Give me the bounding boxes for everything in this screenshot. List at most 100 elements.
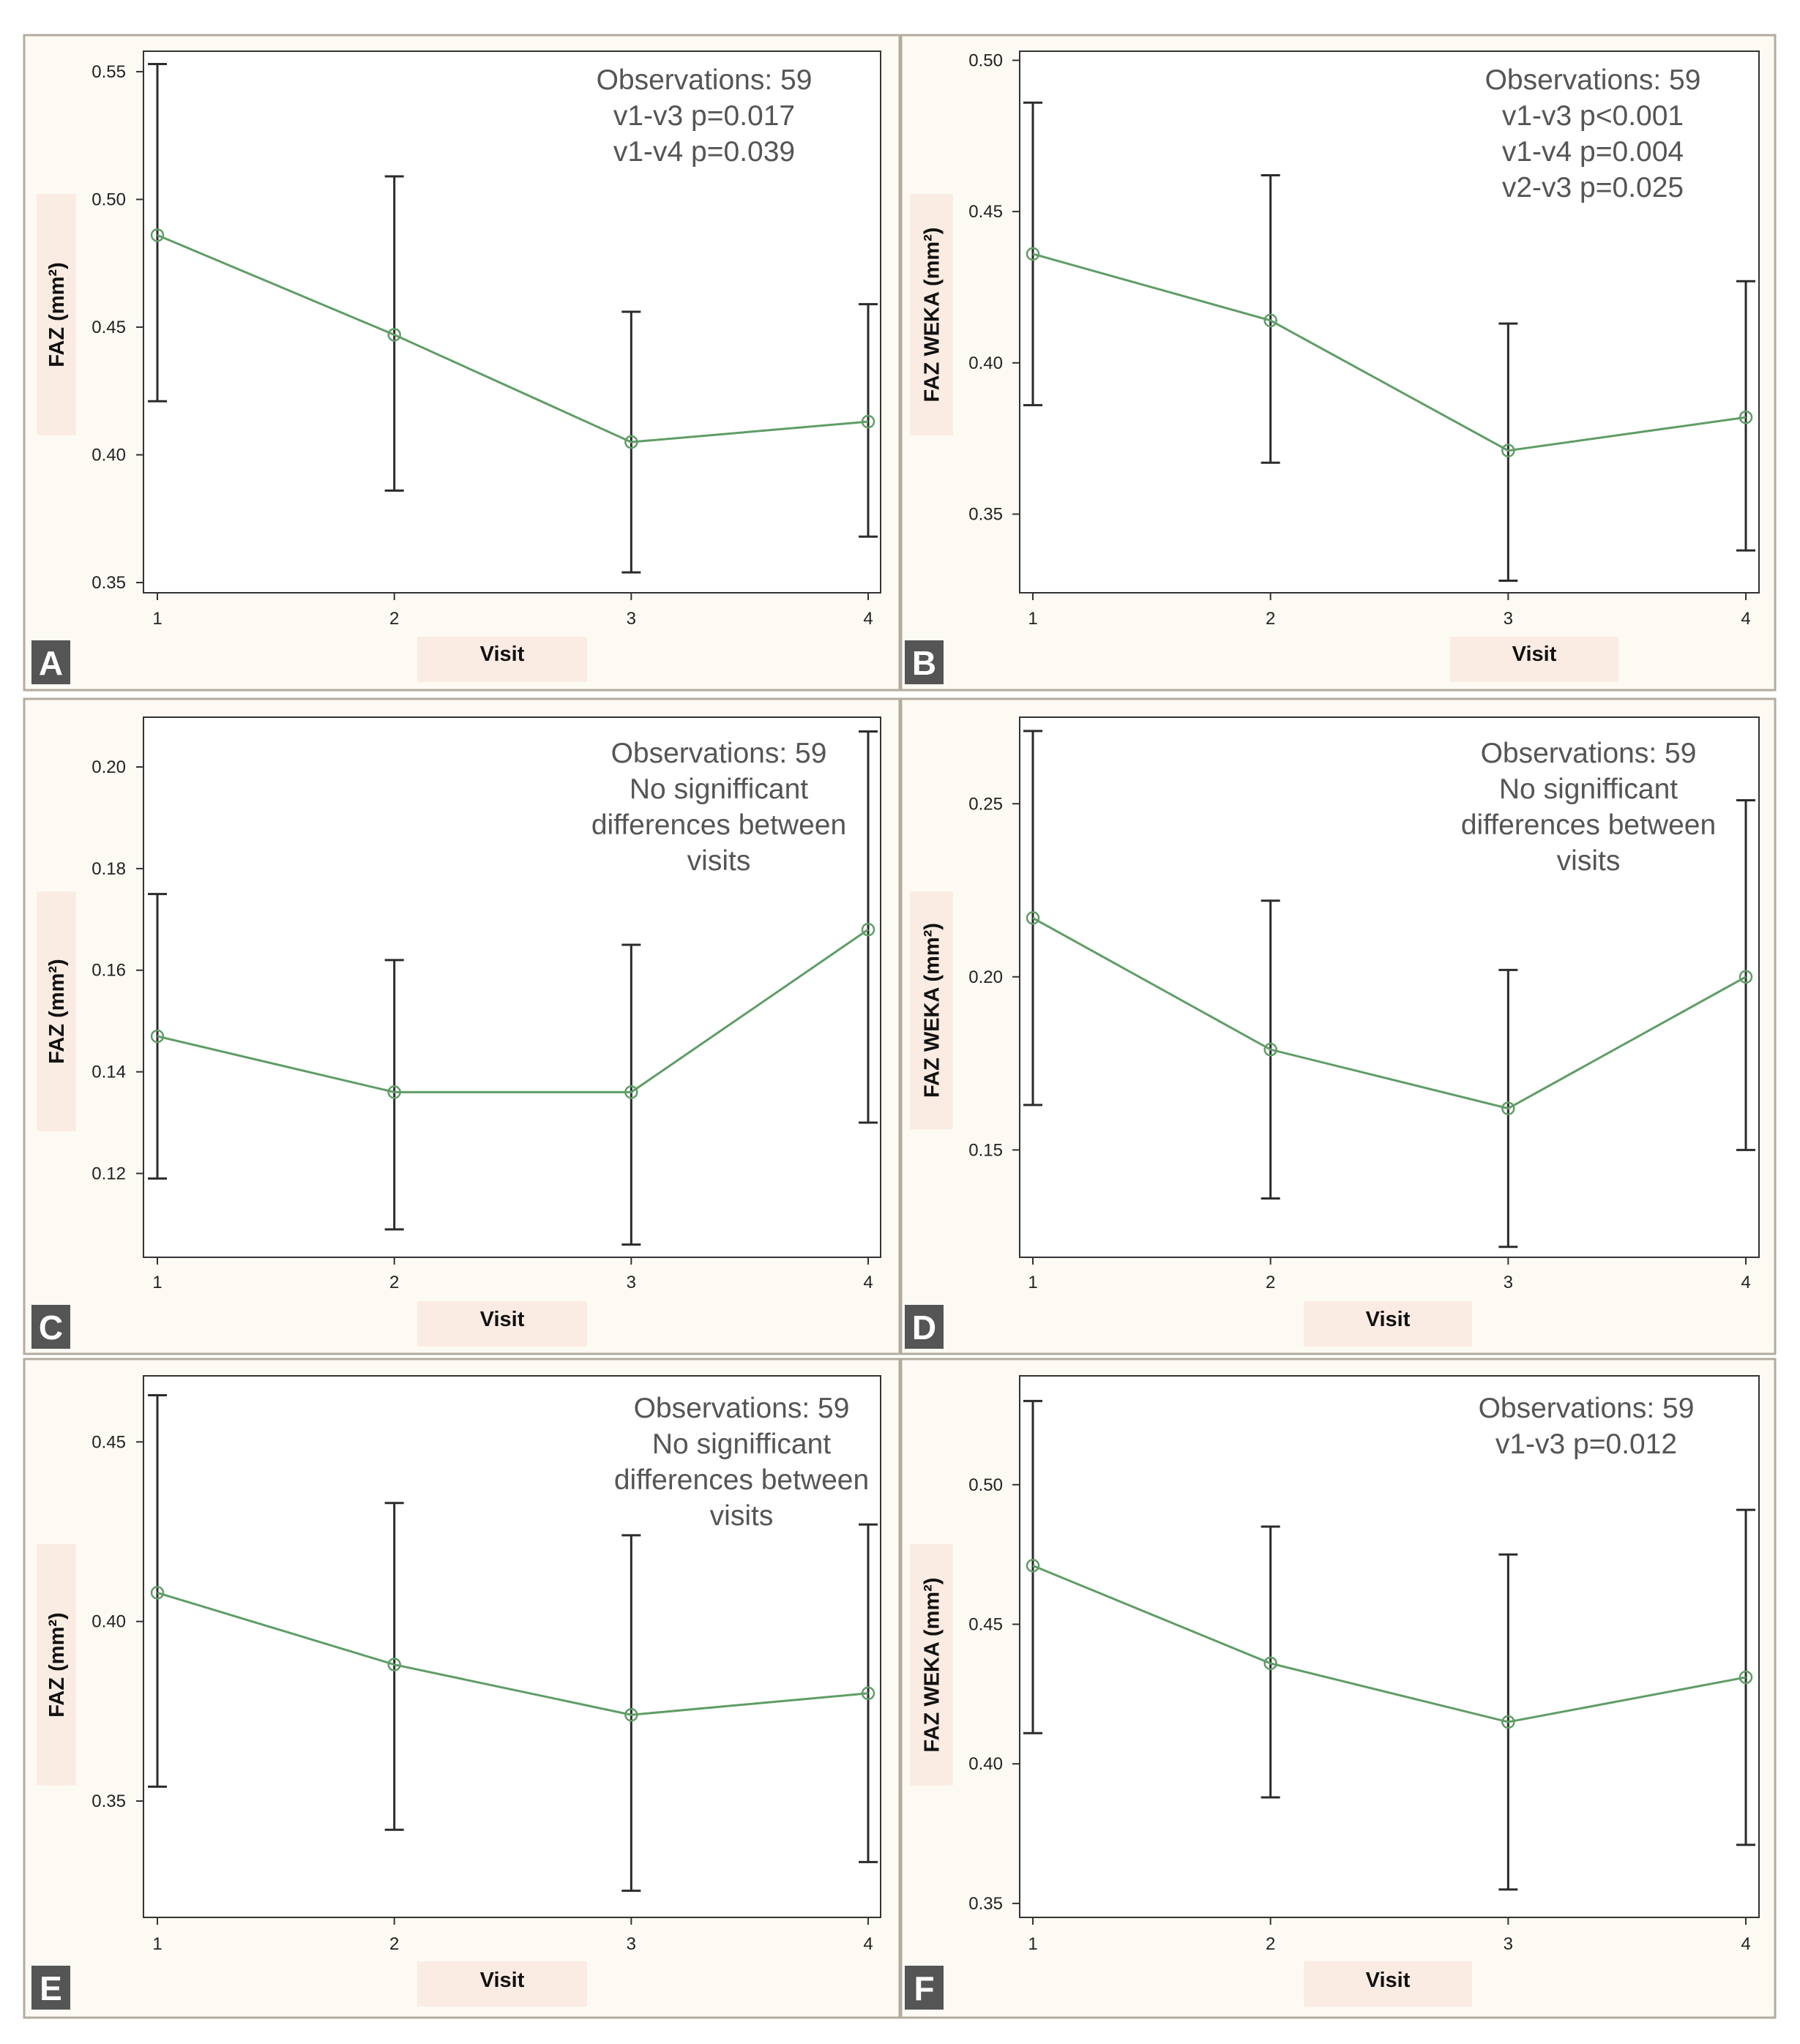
panel-b-ylabel-highlight bbox=[910, 194, 953, 435]
panel-f-annotation-line-0: Observations: 59 bbox=[1479, 1393, 1695, 1424]
panel-b-letter-badge bbox=[905, 640, 944, 684]
panel-f-xlabel: Visit bbox=[1366, 1969, 1411, 1992]
panel-e-chart: 0.35 0.40 0.45 1 2 3 4 FAZ (mm²) Visit Observatio… bbox=[23, 1358, 901, 2019]
panel-c-xlabel-highlight bbox=[417, 1301, 587, 1347]
panel-b-annotation-line-3: v2-v3 p=0.025 bbox=[1502, 172, 1684, 203]
panel-c-xtick-label-1: 2 bbox=[389, 1273, 399, 1292]
panel-b-annotation-line-0: Observations: 59 bbox=[1485, 64, 1701, 96]
panel-c-annotation-line-2: differences between bbox=[591, 809, 846, 841]
panel-d-ylabel-highlight bbox=[910, 891, 953, 1129]
panel-e-annotation-line-3: visits bbox=[710, 1500, 774, 1532]
panel-a-ytick-label-4: 0.55 bbox=[92, 62, 126, 82]
panel-a-xlabel-highlight bbox=[417, 637, 587, 682]
panel-b-ytick-label-3: 0.50 bbox=[968, 50, 1003, 70]
panel-f-ytick-label-2: 0.45 bbox=[968, 1614, 1003, 1634]
panel-c-ytick-label-0: 0.12 bbox=[92, 1164, 126, 1183]
panel-b-mean-point-2 bbox=[1501, 443, 1515, 457]
panel-a-mean-line bbox=[157, 233, 869, 443]
panel-c-mean-line bbox=[157, 928, 869, 1093]
panel-f-mean-point-2 bbox=[1501, 1715, 1515, 1729]
panel-d-xtick-label-0: 1 bbox=[1028, 1273, 1037, 1292]
panel-b-xlabel-highlight bbox=[1450, 637, 1618, 682]
panel-e-mean-point-2 bbox=[624, 1707, 638, 1722]
panel-d-chart: 0.15 0.20 0.25 1 2 3 4 FAZ WEKA (mm²) Visit Obser… bbox=[900, 697, 1777, 1355]
panel-b-mean-line bbox=[1032, 252, 1747, 452]
panel-d-xtick-label-3: 4 bbox=[1741, 1273, 1750, 1292]
panel-a-letter: A bbox=[39, 644, 63, 682]
panel-b-ytick-label-1: 0.40 bbox=[968, 353, 1003, 373]
panel-e-ylabel-highlight bbox=[37, 1544, 76, 1786]
panel-d-ytick-label-1: 0.20 bbox=[968, 967, 1003, 987]
panel-f-ytick-label-0: 0.35 bbox=[968, 1894, 1003, 1914]
panel-b-mean-point-3 bbox=[1739, 410, 1753, 424]
panel-d-letter: D bbox=[912, 1309, 936, 1347]
panel-d-xtick-label-1: 2 bbox=[1266, 1273, 1275, 1292]
panel-a-ytick-label-2: 0.45 bbox=[92, 318, 126, 337]
panel-f-letter-badge bbox=[905, 1966, 944, 2010]
panel-a-plot-area bbox=[143, 50, 881, 594]
panel-c-xlabel: Visit bbox=[480, 1308, 525, 1331]
panel-f-xtick-label-1: 2 bbox=[1266, 1934, 1275, 1954]
panel-f-ytick-label-1: 0.40 bbox=[968, 1754, 1003, 1774]
panel-d-plot-area bbox=[1019, 716, 1760, 1258]
panel-b-annotation-line-2: v1-v4 p=0.004 bbox=[1502, 136, 1684, 168]
panel-c-ytick-label-4: 0.20 bbox=[92, 757, 126, 777]
panel-a-mean-point-2 bbox=[624, 435, 638, 449]
panel-d-ylabel: FAZ WEKA (mm²) bbox=[921, 923, 944, 1098]
panel-a-xtick-label-1: 2 bbox=[389, 609, 399, 629]
panel-b-annotation-line-1: v1-v3 p<0.001 bbox=[1502, 100, 1684, 132]
panel-b-ytick-label-2: 0.45 bbox=[968, 202, 1003, 222]
panel-b-ytick-label-0: 0.35 bbox=[968, 505, 1003, 525]
panel-c-xtick-label-2: 3 bbox=[627, 1273, 636, 1292]
panel-f-ylabel-highlight bbox=[910, 1544, 953, 1786]
panel-d-xtick-label-2: 3 bbox=[1504, 1273, 1513, 1292]
panel-e-letter: E bbox=[40, 1969, 62, 2007]
panel-d-letter-badge bbox=[905, 1305, 944, 1349]
panel-a-ytick-label-0: 0.35 bbox=[92, 573, 126, 593]
panel-b-mean-point-0 bbox=[1026, 247, 1040, 261]
panel-a-ylabel: FAZ (mm²) bbox=[45, 262, 69, 367]
panel-a-chart: 0.35 0.40 0.45 0.50 0.55 1 2 3 4 FAZ (mm²) Visit Ob… bbox=[23, 34, 901, 692]
panel-c-letter-badge bbox=[31, 1305, 70, 1349]
panel-f-ytick-label-3: 0.50 bbox=[968, 1475, 1003, 1495]
panel-c-letter: C bbox=[39, 1309, 63, 1347]
panel-f-chart: 0.35 0.40 0.45 0.50 1 2 3 4 FAZ WEKA (mm²) Visit O… bbox=[900, 1358, 1777, 2019]
panel-a-annotation-line-1: v1-v3 p=0.017 bbox=[613, 100, 795, 132]
panel-c-mean-point-2 bbox=[624, 1085, 638, 1099]
panel-e-xtick-label-2: 3 bbox=[627, 1934, 636, 1954]
panel-d-ytick-label-2: 0.25 bbox=[968, 794, 1003, 814]
panel-a-ylabel-highlight bbox=[37, 194, 76, 435]
panel-d-annotation-line-0: Observations: 59 bbox=[1481, 738, 1697, 769]
panel-e-xtick-label-3: 4 bbox=[863, 1934, 873, 1954]
panel-e-mean-line bbox=[157, 1591, 869, 1716]
panel-d-xlabel: Visit bbox=[1366, 1308, 1411, 1331]
panel-b-xtick-label-0: 1 bbox=[1028, 609, 1037, 629]
panel-e-letter-badge bbox=[31, 1966, 70, 2010]
panel-b-xtick-label-1: 2 bbox=[1266, 609, 1275, 629]
panel-b-xtick-label-2: 3 bbox=[1504, 609, 1513, 629]
panel-f-mean-point-3 bbox=[1739, 1670, 1753, 1685]
panel-e-ytick-label-2: 0.45 bbox=[92, 1432, 126, 1452]
panel-c-ytick-label-1: 0.14 bbox=[92, 1063, 126, 1082]
panel-e-annotation-line-2: differences between bbox=[614, 1464, 869, 1496]
panel-d-mean-point-0 bbox=[1026, 911, 1040, 925]
panel-a-ytick-label-1: 0.40 bbox=[92, 446, 126, 465]
panel-e-ytick-label-1: 0.40 bbox=[92, 1612, 126, 1632]
panel-a-ytick-label-3: 0.50 bbox=[92, 190, 126, 209]
panel-b-chart: 0.35 0.40 0.45 0.50 1 2 3 4 FAZ WEKA (mm²) Visit O… bbox=[900, 34, 1777, 692]
panel-f-xtick-label-0: 1 bbox=[1028, 1934, 1037, 1954]
panel-c-ylabel: FAZ (mm²) bbox=[45, 959, 69, 1063]
panel-f-xtick-label-3: 4 bbox=[1741, 1934, 1750, 1954]
panel-d-annotation-line-2: differences between bbox=[1461, 809, 1716, 841]
panel-e-mean-point-3 bbox=[861, 1686, 875, 1701]
panel-d-xlabel-highlight bbox=[1304, 1301, 1472, 1347]
panel-a-annotation-line-2: v1-v4 p=0.039 bbox=[613, 136, 795, 168]
panel-c-plot-area bbox=[143, 716, 881, 1258]
panel-c-mean-point-1 bbox=[387, 1085, 401, 1099]
panel-a-xtick-label-2: 3 bbox=[627, 609, 636, 629]
panel-f-xlabel-highlight bbox=[1304, 1961, 1472, 2007]
panel-a-mean-point-0 bbox=[150, 228, 165, 242]
panel-a-xtick-label-0: 1 bbox=[152, 609, 162, 629]
panel-c-xtick-label-3: 4 bbox=[863, 1273, 873, 1292]
